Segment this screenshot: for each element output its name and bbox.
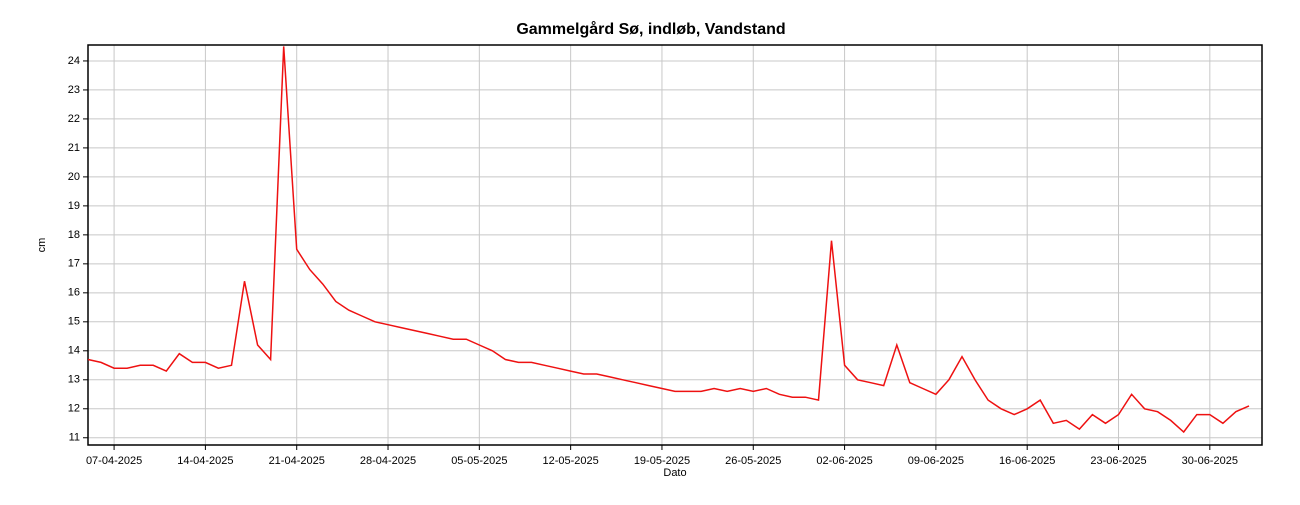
plot-frame bbox=[87, 44, 1263, 446]
x-tick-label: 12-05-2025 bbox=[543, 455, 599, 467]
x-tick-label: 16-06-2025 bbox=[999, 455, 1055, 467]
y-axis-label: cm bbox=[36, 238, 48, 253]
x-tick-label: 21-04-2025 bbox=[269, 455, 325, 467]
y-tick-label: 12 bbox=[68, 403, 80, 415]
x-tick-label: 30-06-2025 bbox=[1182, 455, 1238, 467]
x-tick-label: 23-06-2025 bbox=[1090, 455, 1146, 467]
x-tick-label: 09-06-2025 bbox=[908, 455, 964, 467]
x-tick-label: 02-06-2025 bbox=[816, 455, 872, 467]
y-tick-label: 18 bbox=[68, 229, 80, 241]
data-line bbox=[87, 46, 1250, 434]
x-tick-label: 14-04-2025 bbox=[177, 455, 233, 467]
y-tick-label: 11 bbox=[69, 432, 80, 444]
y-tick-label: 22 bbox=[68, 113, 80, 125]
y-tick-label: 13 bbox=[68, 374, 80, 386]
y-tick-label: 16 bbox=[68, 287, 80, 299]
x-tick-label: 07-04-2025 bbox=[86, 455, 142, 467]
y-tick-label: 19 bbox=[68, 200, 80, 212]
x-tick-label: 26-05-2025 bbox=[725, 455, 781, 467]
x-axis-label: Dato bbox=[663, 467, 686, 479]
x-tick-label: 28-04-2025 bbox=[360, 455, 416, 467]
y-tick-label: 24 bbox=[68, 55, 80, 67]
chart-title: Gammelgård Sø, indløb, Vandstand bbox=[516, 20, 785, 38]
x-tick-label: 05-05-2025 bbox=[451, 455, 507, 467]
y-tick-label: 14 bbox=[68, 345, 80, 357]
y-tick-label: 21 bbox=[68, 142, 80, 154]
y-tick-label: 15 bbox=[68, 316, 80, 328]
x-tick-label: 19-05-2025 bbox=[634, 455, 690, 467]
y-tick-label: 20 bbox=[68, 171, 80, 183]
y-tick-label: 17 bbox=[68, 258, 80, 270]
y-tick-label: 23 bbox=[68, 84, 80, 96]
